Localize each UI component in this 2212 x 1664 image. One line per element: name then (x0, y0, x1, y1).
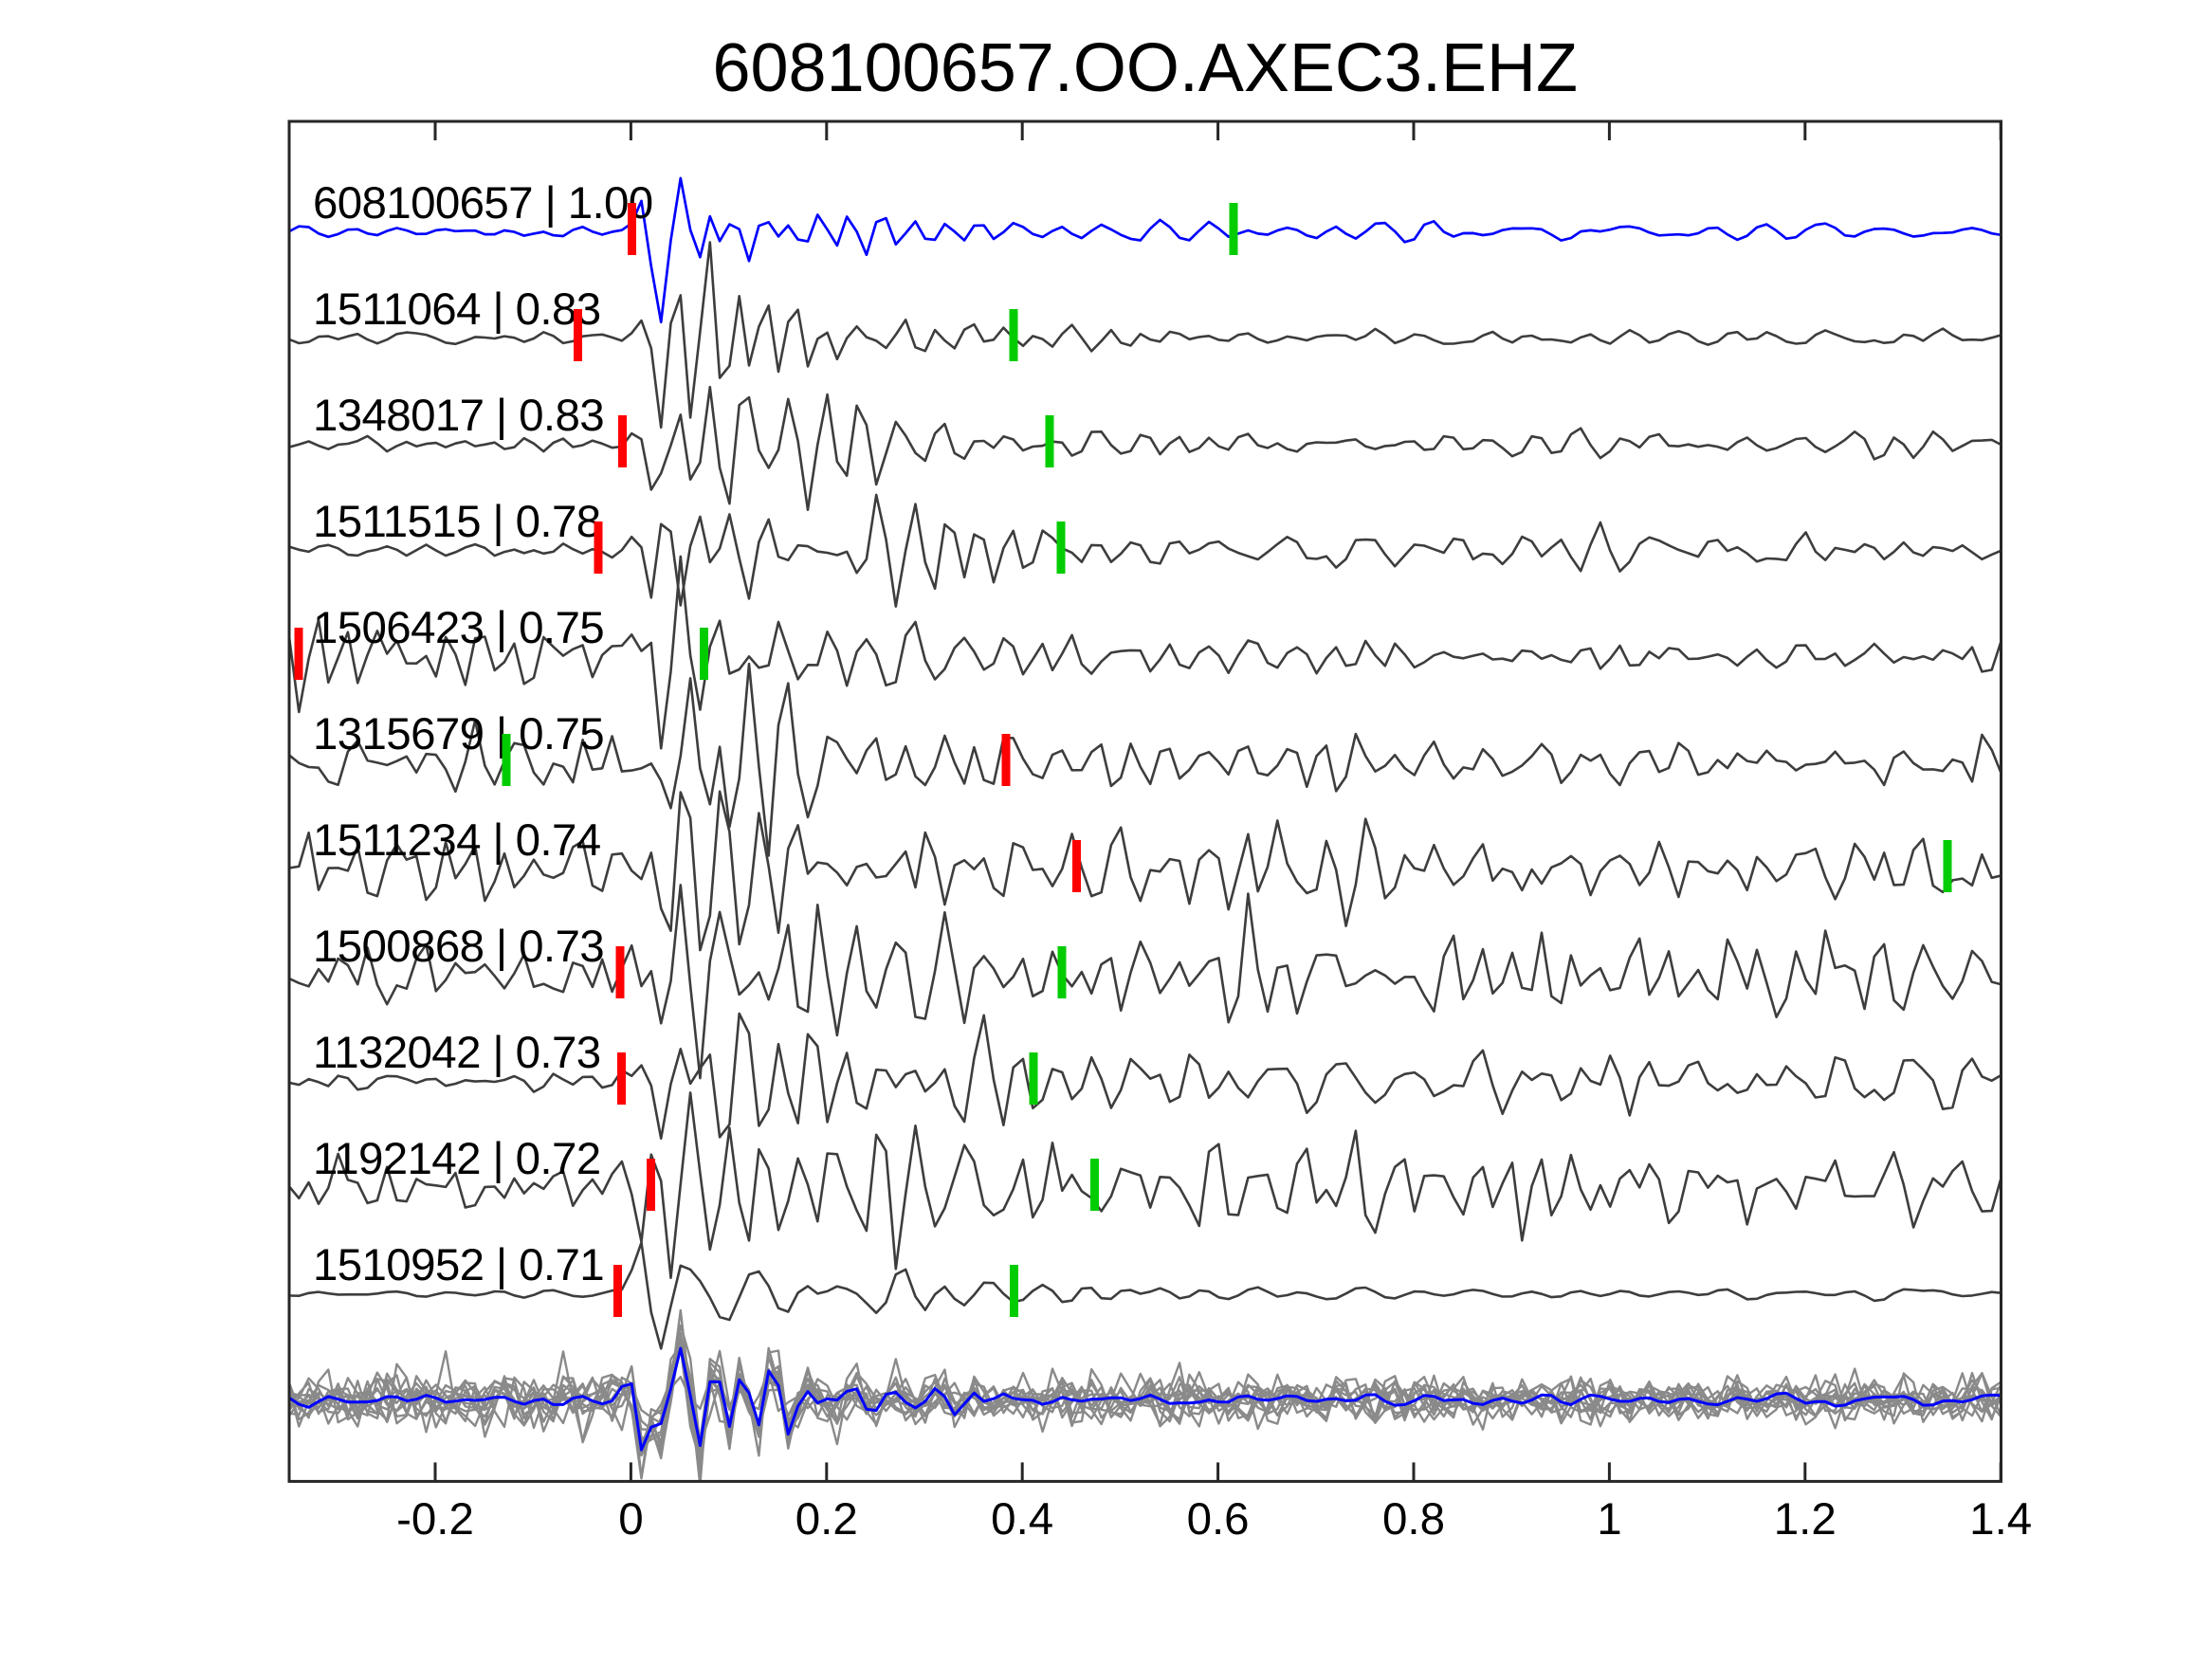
svg-text:1511064 | 0.83: 1511064 | 0.83 (313, 284, 600, 335)
svg-text:1511234 | 0.74: 1511234 | 0.74 (313, 815, 601, 866)
svg-text:608100657.OO.AXEC3.EHZ: 608100657.OO.AXEC3.EHZ (712, 30, 1578, 106)
svg-text:1500868 | 0.73: 1500868 | 0.73 (313, 922, 604, 972)
svg-text:0: 0 (618, 1494, 643, 1545)
svg-text:1.4: 1.4 (1969, 1494, 2032, 1545)
svg-text:1348017 | 0.83: 1348017 | 0.83 (313, 391, 604, 441)
svg-text:1132042 | 0.73: 1132042 | 0.73 (313, 1028, 600, 1078)
svg-text:608100657 | 1.00: 608100657 | 1.00 (313, 178, 653, 229)
svg-text:1506423 | 0.75: 1506423 | 0.75 (313, 603, 604, 653)
svg-text:1510952 | 0.71: 1510952 | 0.71 (313, 1240, 604, 1290)
svg-text:0.2: 0.2 (795, 1494, 858, 1545)
svg-text:0.8: 0.8 (1382, 1494, 1445, 1545)
svg-text:1192142 | 0.72: 1192142 | 0.72 (313, 1134, 600, 1184)
svg-text:0.4: 0.4 (991, 1494, 1053, 1545)
svg-text:1: 1 (1597, 1494, 1621, 1545)
svg-text:-0.2: -0.2 (396, 1494, 474, 1545)
svg-text:1511515 | 0.78: 1511515 | 0.78 (313, 497, 600, 547)
svg-text:1315679 | 0.75: 1315679 | 0.75 (313, 709, 604, 759)
svg-text:1.2: 1.2 (1774, 1494, 1837, 1545)
svg-text:0.6: 0.6 (1187, 1494, 1250, 1545)
